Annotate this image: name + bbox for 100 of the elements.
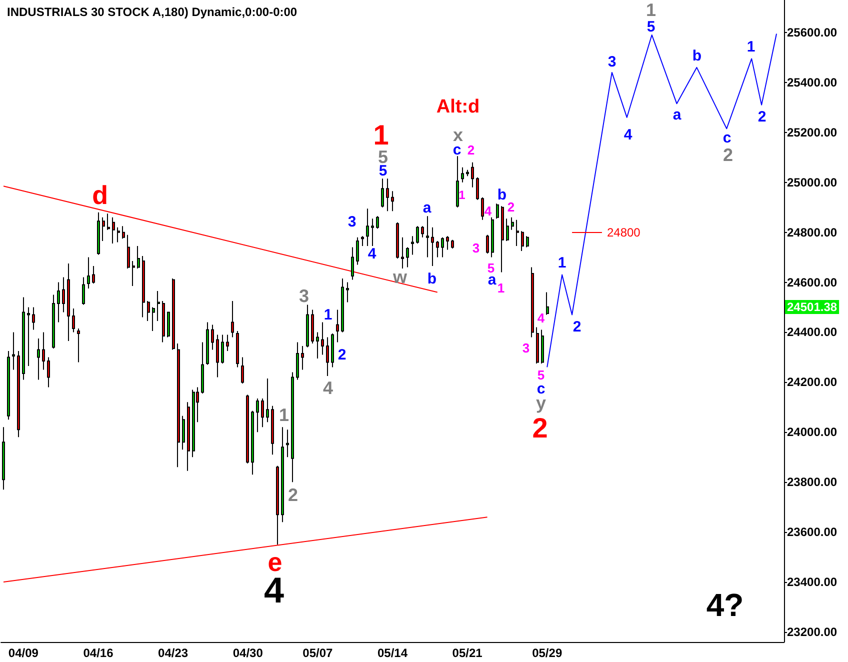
candlestick [436, 240, 439, 258]
annotation: e [268, 547, 282, 577]
candlestick [107, 213, 110, 230]
annotation: 1 [497, 280, 505, 296]
annotation: 1 [746, 38, 756, 56]
annotation: w [392, 267, 408, 287]
candlestick [132, 260, 135, 287]
annotation: 2 [338, 346, 346, 364]
candlestick [466, 169, 469, 177]
candlestick [92, 266, 95, 284]
candlestick [541, 329, 544, 364]
text: 24501.38 [787, 300, 838, 314]
candlestick [142, 256, 145, 318]
candlestick [351, 246, 354, 280]
candlestick [416, 226, 419, 244]
candlestick [501, 206, 504, 273]
candlestick [57, 282, 60, 323]
candlestick [391, 190, 394, 212]
candlestick [62, 276, 65, 313]
annotation: 2 [758, 108, 766, 126]
candlestick [291, 372, 294, 483]
candlestick [406, 246, 409, 268]
annotation: 5 [646, 18, 656, 36]
candlestick [152, 306, 155, 332]
candlestick [531, 266, 534, 338]
annotation: 3 [472, 240, 480, 256]
candlestick [72, 308, 75, 333]
candlestick [336, 309, 339, 343]
candlestick [236, 330, 239, 368]
candlestick [446, 236, 449, 250]
candlestick [201, 342, 204, 394]
candlestick [321, 322, 324, 356]
candlestick [356, 236, 359, 266]
candlestick [172, 278, 175, 350]
candlestick [346, 282, 349, 303]
candlestick [411, 236, 414, 256]
candlestick [117, 226, 120, 243]
annotation: 1 [458, 188, 466, 202]
x-tick-label: 04/30 [232, 646, 264, 660]
y-tick-label: 23400.00 [787, 575, 838, 590]
candlestick [381, 178, 384, 208]
annotation: 2 [467, 142, 475, 158]
candlestick [296, 342, 299, 380]
candlestick [216, 334, 219, 378]
candlestick [496, 203, 499, 220]
annotation: b [692, 48, 702, 64]
annotation: 4 [484, 204, 492, 218]
annotation: 1 [373, 120, 389, 150]
candlestick [47, 356, 50, 388]
candlestick [187, 402, 190, 472]
candlestick [366, 208, 369, 247]
candlestick [27, 306, 30, 366]
candlestick [52, 294, 55, 349]
candlestick [386, 178, 389, 212]
candlestick [12, 332, 15, 370]
candlestick [147, 300, 150, 322]
candlestick [431, 226, 434, 267]
candlestick [266, 378, 269, 423]
candlestick [281, 426, 284, 523]
candlestick [371, 218, 374, 247]
candlestick [306, 304, 309, 348]
chart-title: INDUSTRIALS 30 STOCK A,180) Dynamic,0:00-0:00 [7, 5, 298, 19]
candlestick [221, 334, 224, 364]
annotation: 4? [706, 587, 744, 623]
y-tick-label: 24800.00 [787, 225, 838, 240]
candlestick [177, 342, 180, 468]
candlestick [326, 336, 329, 376]
y-tick-label: 23600.00 [787, 525, 838, 540]
line-series [546, 33, 778, 368]
candlestick [211, 324, 214, 350]
candlestick [421, 226, 424, 238]
candlestick [122, 226, 125, 240]
annotation: 1 [324, 306, 332, 324]
annotation: 2 [288, 485, 298, 505]
candlestick [526, 236, 529, 248]
annotation: 3 [522, 340, 530, 356]
annotation: 4 [368, 246, 377, 262]
candlestick [251, 410, 254, 476]
y-tick-label: 25200.00 [787, 125, 838, 140]
y-tick-label: 25400.00 [787, 75, 838, 90]
candlestick [87, 256, 90, 290]
candlestick [506, 218, 509, 242]
candlestick [401, 236, 404, 270]
candlestick [241, 356, 244, 384]
candlestick [82, 276, 85, 306]
candlestick [301, 345, 304, 370]
y-tick-label: 23800.00 [787, 475, 838, 490]
candlestick [102, 216, 105, 242]
annotation: 2 [532, 412, 548, 444]
y-tick-label: 25600.00 [787, 25, 838, 40]
annotation: b [497, 186, 507, 204]
candlestick [37, 338, 40, 380]
annotation: a [422, 200, 432, 216]
candlestick [206, 322, 209, 366]
candlestick [491, 216, 494, 258]
candlestick [256, 398, 259, 433]
annotation: 4 [322, 378, 334, 398]
candlestick [42, 332, 45, 370]
annotation: 5 [378, 162, 388, 180]
annotation: 2 [572, 318, 582, 336]
